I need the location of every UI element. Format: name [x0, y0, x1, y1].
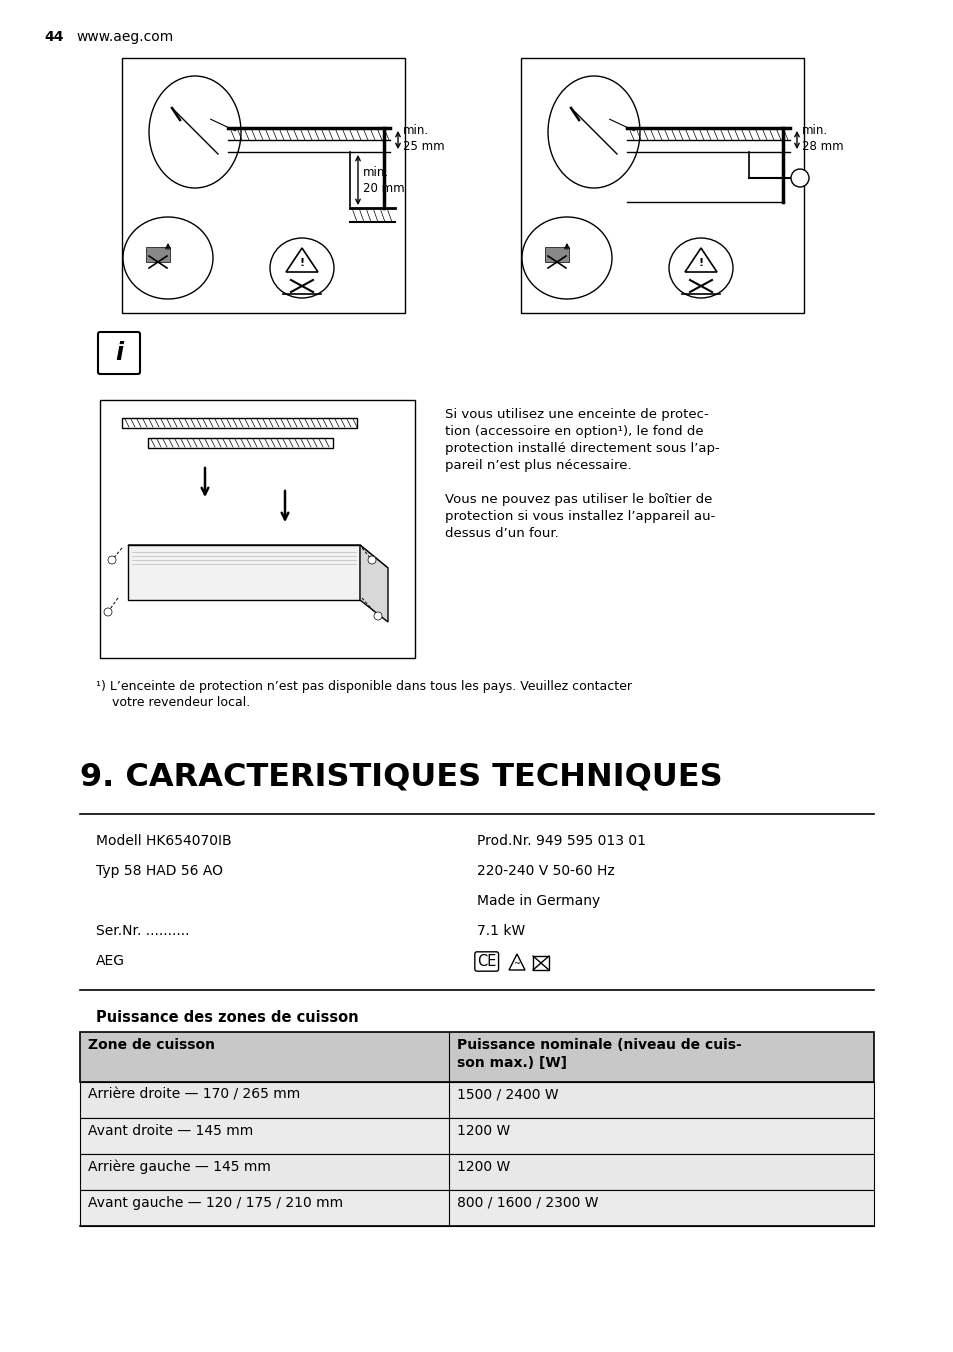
Text: Prod.Nr. 949 595 013 01: Prod.Nr. 949 595 013 01: [476, 834, 645, 848]
Text: 1500 / 2400 W: 1500 / 2400 W: [456, 1088, 558, 1102]
Text: Arrière gauche — 145 mm: Arrière gauche — 145 mm: [88, 1160, 271, 1175]
Text: min.
20 mm: min. 20 mm: [363, 165, 404, 195]
Bar: [520, 58, 803, 314]
Bar: [80, 1118, 873, 1155]
Ellipse shape: [270, 238, 334, 297]
Text: protection installé directement sous l’ap-: protection installé directement sous l’a…: [444, 442, 719, 456]
Text: AEG: AEG: [96, 955, 125, 968]
Bar: [544, 247, 568, 262]
Text: Puissance nominale (niveau de cuis-: Puissance nominale (niveau de cuis-: [456, 1038, 741, 1052]
FancyBboxPatch shape: [98, 333, 140, 375]
Bar: [146, 247, 170, 262]
Text: votre revendeur local.: votre revendeur local.: [96, 696, 250, 708]
Text: CE: CE: [476, 955, 496, 969]
Circle shape: [104, 608, 112, 617]
Text: Typ 58 HAD 56 AO: Typ 58 HAD 56 AO: [96, 864, 223, 877]
Text: pareil n’est plus nécessaire.: pareil n’est plus nécessaire.: [444, 458, 631, 472]
Text: 1200 W: 1200 W: [456, 1160, 510, 1174]
Bar: [122, 418, 356, 429]
Polygon shape: [128, 545, 388, 568]
Text: Modell HK654070IB: Modell HK654070IB: [96, 834, 232, 848]
Text: !: !: [299, 258, 304, 268]
Bar: [122, 58, 405, 314]
Bar: [80, 1032, 873, 1082]
Text: Avant gauche — 120 / 175 / 210 mm: Avant gauche — 120 / 175 / 210 mm: [88, 1197, 343, 1210]
Text: dessus d’un four.: dessus d’un four.: [444, 527, 558, 539]
Bar: [148, 438, 333, 448]
Text: protection si vous installez l’appareil au-: protection si vous installez l’appareil …: [444, 510, 715, 523]
Text: ~: ~: [513, 960, 520, 968]
Text: 1200 W: 1200 W: [456, 1124, 510, 1138]
Text: Avant droite — 145 mm: Avant droite — 145 mm: [88, 1124, 253, 1138]
Ellipse shape: [123, 218, 213, 299]
Text: !: !: [698, 258, 702, 268]
Bar: [533, 956, 548, 969]
Text: 9. CARACTERISTIQUES TECHNIQUES: 9. CARACTERISTIQUES TECHNIQUES: [80, 763, 721, 794]
Circle shape: [374, 612, 381, 621]
Bar: [80, 1190, 873, 1226]
Circle shape: [790, 169, 808, 187]
Text: tion (accessoire en option¹), le fond de: tion (accessoire en option¹), le fond de: [444, 425, 703, 438]
Text: Ser.Nr. ..........: Ser.Nr. ..........: [96, 923, 190, 938]
Polygon shape: [359, 545, 388, 622]
Text: Puissance des zones de cuisson: Puissance des zones de cuisson: [96, 1010, 358, 1025]
Text: min.
28 mm: min. 28 mm: [801, 124, 842, 154]
Text: i: i: [114, 341, 123, 365]
Text: son max.) [W]: son max.) [W]: [456, 1056, 567, 1069]
Text: www.aeg.com: www.aeg.com: [76, 30, 173, 45]
Text: 44: 44: [44, 30, 64, 45]
Bar: [100, 400, 415, 658]
Ellipse shape: [521, 218, 612, 299]
Bar: [80, 1082, 873, 1118]
Text: ¹) L’enceinte de protection n’est pas disponible dans tous les pays. Veuillez co: ¹) L’enceinte de protection n’est pas di…: [96, 680, 631, 694]
Ellipse shape: [547, 76, 639, 188]
Text: 7.1 kW: 7.1 kW: [476, 923, 525, 938]
Circle shape: [108, 556, 116, 564]
Polygon shape: [128, 545, 359, 600]
Text: 800 / 1600 / 2300 W: 800 / 1600 / 2300 W: [456, 1197, 598, 1210]
Text: Vous ne pouvez pas utiliser le boîtier de: Vous ne pouvez pas utiliser le boîtier d…: [444, 493, 712, 506]
Text: Zone de cuisson: Zone de cuisson: [88, 1038, 214, 1052]
Circle shape: [368, 556, 375, 564]
Ellipse shape: [668, 238, 732, 297]
Text: Arrière droite — 170 / 265 mm: Arrière droite — 170 / 265 mm: [88, 1088, 300, 1102]
Bar: [80, 1155, 873, 1190]
Ellipse shape: [149, 76, 241, 188]
Text: Made in Germany: Made in Germany: [476, 894, 599, 909]
Text: Si vous utilisez une enceinte de protec-: Si vous utilisez une enceinte de protec-: [444, 408, 708, 420]
Text: 220-240 V 50-60 Hz: 220-240 V 50-60 Hz: [476, 864, 614, 877]
Text: min.
25 mm: min. 25 mm: [402, 124, 444, 154]
